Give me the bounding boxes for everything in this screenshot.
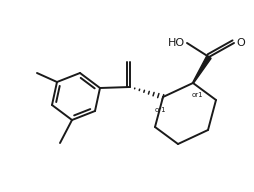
Text: HO: HO [168, 38, 185, 48]
Text: or1: or1 [155, 107, 167, 113]
Text: O: O [236, 38, 245, 48]
Text: or1: or1 [192, 92, 204, 98]
Polygon shape [193, 56, 211, 83]
